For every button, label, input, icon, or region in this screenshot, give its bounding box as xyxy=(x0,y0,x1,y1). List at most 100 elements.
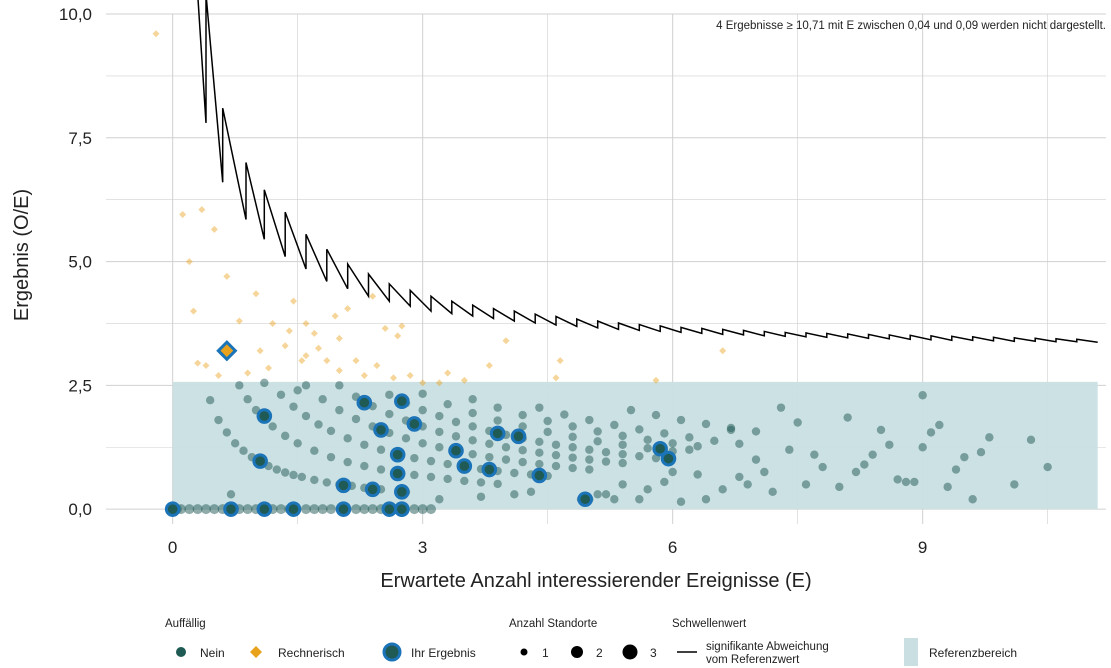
data-point-ihr-ergebnis xyxy=(660,450,677,467)
data-point-nein xyxy=(1026,435,1036,445)
data-point-ihr-ergebnis xyxy=(373,422,389,438)
data-point-nein xyxy=(618,440,627,449)
data-point-rechnerisch xyxy=(310,329,318,337)
data-point-rechnerisch xyxy=(556,357,564,365)
data-point-nein xyxy=(643,435,652,445)
data-point-nein xyxy=(314,420,323,429)
data-point-ihr-ergebnis xyxy=(252,453,268,469)
data-point-nein xyxy=(568,422,577,431)
series-rechnerisch xyxy=(152,30,727,387)
legend-threshold-label-1: signifikante Abweichung xyxy=(706,641,829,653)
data-point-nein xyxy=(551,450,561,460)
data-point-ihr-ergebnis xyxy=(456,458,473,474)
data-point-ihr-ergebnis xyxy=(389,446,406,463)
data-point-rechnerisch xyxy=(252,290,260,298)
data-point-nein xyxy=(235,381,244,390)
data-point-nein xyxy=(968,495,977,504)
data-point-nein xyxy=(676,415,686,425)
data-point-nein xyxy=(535,437,544,447)
data-point-nein xyxy=(568,432,577,442)
y-tick-label: 2,5 xyxy=(68,376,92,395)
data-point-nein xyxy=(376,465,386,474)
data-point-nein xyxy=(293,386,302,395)
data-point-rechnerisch xyxy=(502,337,510,345)
x-tick-label: 6 xyxy=(668,538,677,557)
x-tick-label: 0 xyxy=(168,538,177,557)
data-point-nein xyxy=(610,495,619,504)
data-point-nein xyxy=(360,440,369,449)
data-point-nein xyxy=(451,417,461,427)
data-point-nein xyxy=(751,427,761,436)
data-point-nein xyxy=(443,399,452,409)
data-point-nein xyxy=(643,485,652,494)
legend-label-referenz: Referenzbereich xyxy=(929,646,1017,660)
data-point-nein xyxy=(359,504,370,515)
data-point-nein xyxy=(568,443,577,452)
data-point-nein xyxy=(751,455,761,464)
data-point-rechnerisch xyxy=(315,344,322,352)
data-point-nein xyxy=(418,389,427,398)
data-point-nein xyxy=(192,504,203,515)
legend-referenz-swatch xyxy=(904,638,918,666)
data-point-ihr-ergebnis xyxy=(448,442,464,459)
data-point-nein xyxy=(901,477,911,487)
data-point-nein xyxy=(526,487,536,497)
data-point-nein xyxy=(535,448,544,457)
data-point-nein xyxy=(317,504,328,515)
data-point-nein xyxy=(280,431,290,441)
data-point-rechnerisch xyxy=(210,225,218,233)
data-point-nein xyxy=(443,474,452,484)
data-point-nein xyxy=(585,415,594,425)
data-point-nein xyxy=(835,482,844,492)
data-point-nein xyxy=(735,439,744,448)
data-point-nein xyxy=(426,504,436,515)
data-point-nein xyxy=(501,455,511,464)
data-point-nein xyxy=(468,408,477,418)
data-point-nein xyxy=(435,443,444,452)
data-point-nein xyxy=(184,504,195,515)
data-point-nein xyxy=(326,504,336,515)
data-point-nein xyxy=(201,504,211,515)
data-point-nein xyxy=(301,381,311,390)
legend-size-2 xyxy=(571,646,583,658)
data-point-rechnerisch xyxy=(460,376,468,384)
data-point-nein xyxy=(435,495,444,504)
data-point-ihr-ergebnis xyxy=(394,393,410,410)
data-point-rechnerisch xyxy=(344,305,352,313)
data-point-ihr-ergebnis xyxy=(489,425,506,442)
data-point-nein xyxy=(701,495,711,504)
data-point-nein xyxy=(726,425,736,435)
legend-ring-ihr-ergebnis xyxy=(382,642,402,662)
data-point-nein xyxy=(468,395,477,404)
data-point-nein xyxy=(276,390,286,399)
data-point-nein xyxy=(276,504,286,515)
data-point-nein xyxy=(485,452,494,462)
data-point-nein xyxy=(601,490,611,499)
data-point-nein xyxy=(668,439,677,448)
data-point-nein xyxy=(593,427,602,436)
data-point-nein xyxy=(335,405,344,415)
data-point-nein xyxy=(660,429,669,438)
data-point-nein xyxy=(460,476,469,486)
data-point-nein xyxy=(610,420,619,430)
x-axis-title: Erwartete Anzahl interessierender Ereign… xyxy=(380,570,811,592)
data-point-rechnerisch xyxy=(269,319,277,327)
data-point-nein xyxy=(476,478,486,487)
data-point-ihr-ergebnis xyxy=(389,465,406,482)
legend-label-rechnerisch: Rechnerisch xyxy=(278,646,345,660)
data-point-nein xyxy=(593,490,602,499)
data-point-nein xyxy=(776,403,786,412)
data-point-rechnerisch xyxy=(198,206,206,214)
data-point-nein xyxy=(585,455,594,464)
data-point-nein xyxy=(543,416,552,426)
data-point-nein xyxy=(418,405,427,415)
data-point-nein xyxy=(301,411,311,421)
data-point-nein xyxy=(568,463,577,473)
data-point-nein xyxy=(360,461,369,471)
data-point-nein xyxy=(385,390,394,399)
data-point-nein xyxy=(801,480,811,489)
data-point-nein xyxy=(785,445,794,454)
data-point-nein xyxy=(426,472,436,482)
data-point-rechnerisch xyxy=(381,324,389,332)
data-point-rechnerisch xyxy=(652,376,660,384)
